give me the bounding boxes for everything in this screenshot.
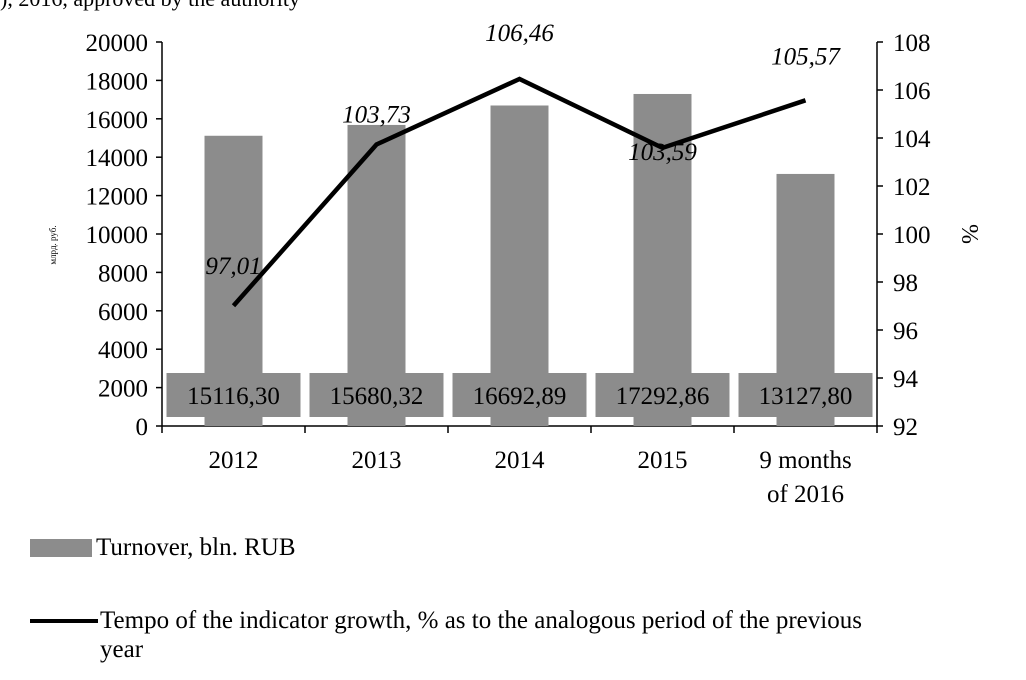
x-tick-label: 2014 (495, 447, 546, 474)
bar-data-label: 16692,89 (473, 383, 567, 410)
y-tick-label: 8000 (98, 260, 148, 287)
line-data-labels: 97,01 103,73 106,46 103,59 105,57 (205, 20, 841, 280)
y2-tick-label: 96 (893, 318, 918, 345)
legend-label-growth: Tempo of the indicator growth, % as to t… (100, 606, 862, 664)
bar-label-box (595, 373, 730, 417)
y2-tick-label: 104 (893, 126, 931, 153)
y-tick-label: 12000 (86, 184, 149, 211)
caption-fragment: ), 2016, approved by the authority (0, 0, 300, 12)
y2-tick-label: 100 (893, 222, 931, 249)
y2-tick-label: 94 (893, 366, 919, 393)
y-tick-label: 16000 (86, 107, 149, 134)
legend-label-growth-line2: year (100, 636, 144, 663)
bar-data-labels: 15116,30 15680,32 16692,89 17292,86 13127,80 (166, 373, 873, 417)
legend-item-growth: Tempo of the indicator growth, % as to t… (30, 606, 862, 664)
x-tick-label: 2015 (638, 447, 688, 474)
legend-label-growth-line1: Tempo of the indicator growth, % as to t… (100, 607, 862, 634)
line-data-label: 103,59 (628, 139, 697, 166)
line-data-label: 105,57 (771, 43, 841, 70)
y-axis-title: млрд. руб. (48, 225, 58, 264)
y-tick-label: 4000 (98, 337, 148, 364)
bar (490, 105, 549, 426)
y-tick-label: 2000 (98, 376, 148, 403)
combo-chart: 0 2000 4000 6000 8000 10000 12000 14000 16000 180… (48, 20, 982, 508)
bar-data-label: 15116,30 (187, 383, 280, 410)
bar-label-box (166, 373, 301, 417)
x-tick-label: 9 months (759, 447, 851, 474)
y2-axis-title: % (956, 224, 982, 244)
y-tick-label: 20000 (86, 30, 149, 57)
bar-label-box (738, 373, 873, 417)
legend-line-swatch (30, 619, 98, 623)
y2-tick-label: 108 (893, 30, 931, 57)
x-tick-label: 2012 (209, 447, 259, 474)
line-data-label: 106,46 (485, 20, 554, 47)
legend-item-turnover: Turnover, bln. RUB (30, 533, 296, 562)
line-series (231, 76, 807, 308)
x-tick-label: of 2016 (767, 481, 844, 508)
bar-data-label: 17292,86 (616, 383, 710, 410)
y2-tick-label: 92 (893, 414, 918, 441)
bar-label-box (309, 373, 444, 417)
y-tick-label: 18000 (86, 68, 149, 95)
y2-tick-label: 102 (893, 174, 931, 201)
bar-data-label: 13127,80 (759, 383, 853, 410)
chart-axes: 0 2000 4000 6000 8000 10000 12000 14000 16000 180… (48, 30, 982, 508)
legend-label-turnover: Turnover, bln. RUB (96, 534, 296, 561)
y-tick-label: 0 (136, 414, 149, 441)
y2-tick-label: 106 (893, 78, 931, 105)
bar-data-label: 15680,32 (330, 383, 424, 410)
y-tick-label: 6000 (98, 299, 148, 326)
y2-tick-label: 98 (893, 270, 918, 297)
line-data-label: 97,01 (205, 253, 261, 280)
y-tick-label: 14000 (86, 145, 149, 172)
y-tick-label: 10000 (86, 222, 149, 249)
line-data-label: 103,73 (342, 101, 411, 128)
bar-label-box (452, 373, 587, 417)
x-tick-label: 2013 (352, 447, 402, 474)
legend-bar-swatch (30, 539, 92, 557)
